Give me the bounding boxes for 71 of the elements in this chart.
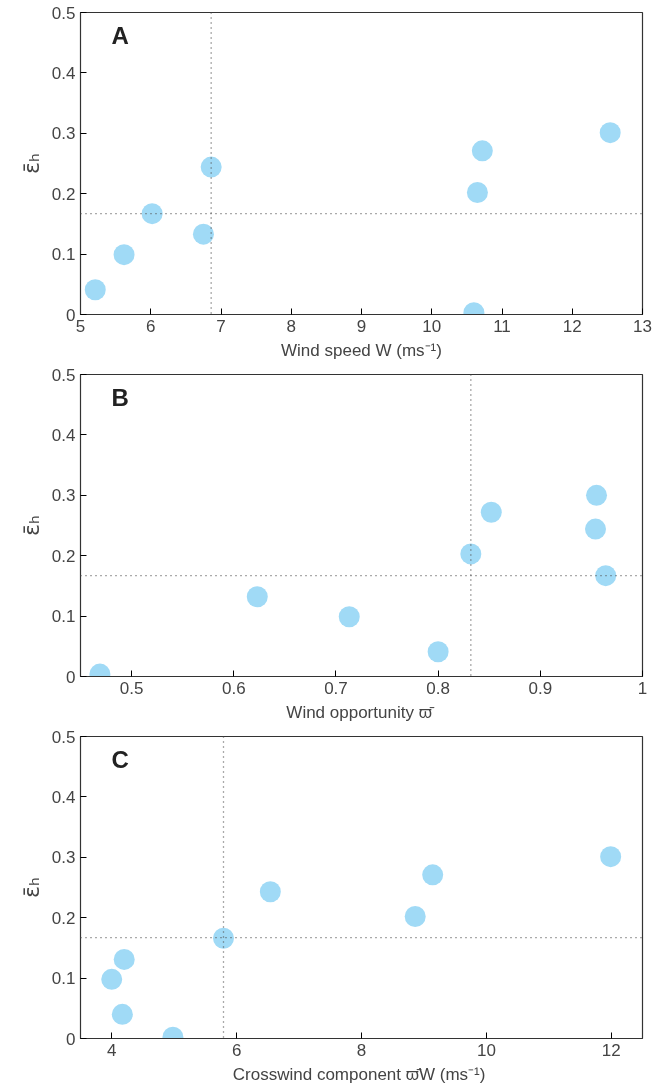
y-tick-label: 0 bbox=[66, 667, 76, 687]
point bbox=[200, 156, 222, 178]
y-tick-label: 0.1 bbox=[51, 607, 76, 627]
x-tick-label: 0.6 bbox=[221, 678, 246, 698]
y-tick-label: 0.2 bbox=[51, 184, 76, 204]
point bbox=[338, 606, 360, 628]
y-tick-label: 0.4 bbox=[51, 63, 76, 83]
y-tick-label: 0.3 bbox=[51, 486, 76, 506]
point bbox=[422, 864, 444, 886]
y-tick-label: 0.1 bbox=[51, 245, 76, 265]
x-tick-label: 0.8 bbox=[426, 678, 450, 698]
y-tick-label: 0 bbox=[66, 305, 76, 325]
x-tick-label: 0.7 bbox=[324, 678, 348, 698]
point bbox=[113, 244, 135, 266]
x-tick-label: 13 bbox=[633, 316, 652, 336]
point bbox=[427, 641, 449, 663]
point bbox=[599, 122, 621, 144]
point bbox=[84, 279, 106, 301]
x-tick-label: 11 bbox=[493, 316, 511, 336]
y-axis-title: ε̄ₕ bbox=[18, 515, 44, 536]
point bbox=[213, 927, 234, 949]
y-tick-label: 0.3 bbox=[51, 848, 76, 868]
y-tick-label: 0.1 bbox=[51, 969, 76, 989]
point bbox=[246, 586, 268, 608]
x-tick-label: 12 bbox=[562, 316, 582, 336]
chart-title: A bbox=[111, 21, 129, 49]
x-tick-label: 7 bbox=[216, 316, 226, 336]
chart-title: C bbox=[111, 745, 129, 773]
point bbox=[101, 968, 123, 990]
x-tick-label: 5 bbox=[75, 316, 86, 336]
y-axis-title: ε̄ₕ bbox=[18, 877, 44, 898]
x-tick-label: 9 bbox=[356, 316, 367, 336]
point bbox=[600, 846, 622, 868]
point bbox=[595, 565, 617, 587]
point bbox=[141, 203, 163, 225]
point bbox=[113, 948, 135, 970]
y-axis-title: ε̄ₕ bbox=[18, 153, 44, 174]
x-tick-label: 8 bbox=[286, 316, 296, 336]
point bbox=[192, 223, 214, 245]
point bbox=[259, 881, 281, 903]
x-tick-label: 6 bbox=[146, 316, 156, 336]
point bbox=[404, 906, 426, 927]
y-tick-label: 0.4 bbox=[51, 787, 76, 807]
y-tick-label: 0.5 bbox=[51, 727, 76, 747]
x-tick-label: 1 bbox=[637, 678, 648, 698]
y-tick-label: 0.2 bbox=[51, 908, 76, 928]
x-axis-title: Wind speed W (ms⁻¹) bbox=[281, 340, 442, 360]
y-tick-label: 0.2 bbox=[51, 546, 76, 566]
x-tick-label: 10 bbox=[476, 1040, 496, 1060]
y-tick-label: 0 bbox=[66, 1029, 76, 1049]
point bbox=[585, 518, 606, 540]
x-tick-label: 12 bbox=[601, 1040, 621, 1060]
x-axis-title: Crosswind component ϖ̄W (ms⁻¹) bbox=[232, 1064, 486, 1084]
x-tick-label: 10 bbox=[422, 316, 442, 336]
point bbox=[466, 182, 488, 203]
x-tick-label: 6 bbox=[231, 1040, 242, 1060]
point bbox=[460, 543, 482, 565]
point bbox=[111, 1003, 133, 1025]
y-tick-label: 0.5 bbox=[51, 365, 76, 385]
x-tick-label: 8 bbox=[356, 1040, 367, 1060]
point bbox=[480, 501, 502, 523]
y-tick-label: 0.3 bbox=[51, 124, 76, 144]
x-axis-title: Wind opportunity ϖ̄ bbox=[286, 702, 435, 722]
x-tick-label: 0.9 bbox=[528, 678, 553, 698]
y-tick-label: 0.4 bbox=[51, 425, 76, 445]
chart-title: B bbox=[111, 383, 129, 411]
point bbox=[471, 140, 493, 162]
x-tick-label: 0.5 bbox=[119, 678, 144, 698]
y-tick-label: 0.5 bbox=[51, 3, 76, 23]
point bbox=[586, 484, 608, 506]
x-tick-label: 4 bbox=[106, 1040, 117, 1060]
